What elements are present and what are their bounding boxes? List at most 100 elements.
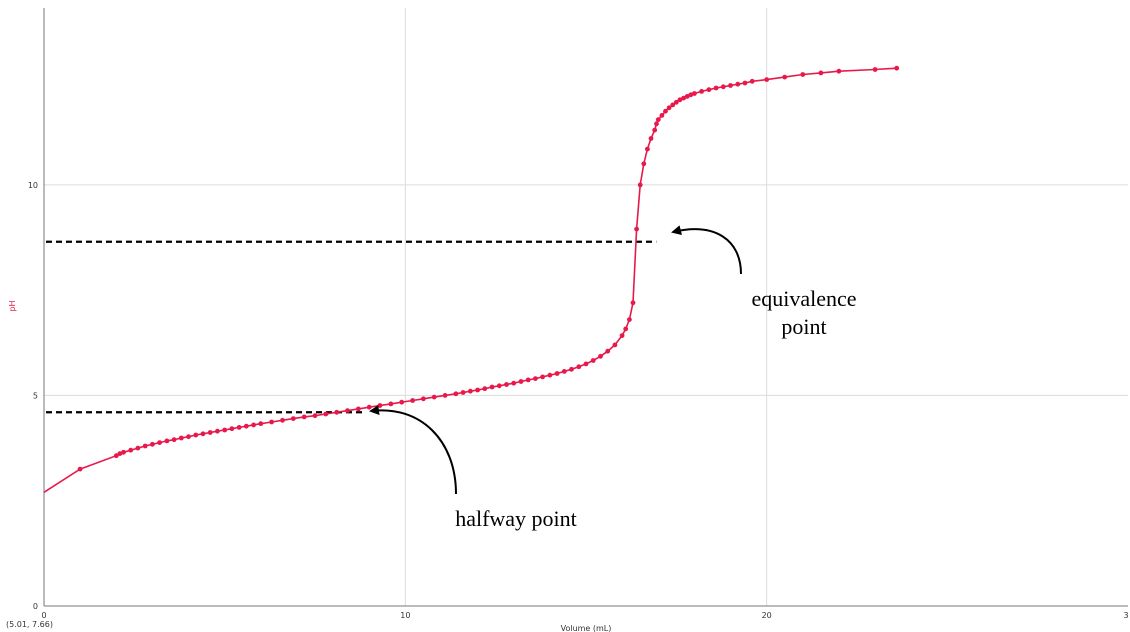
data-point [735, 81, 741, 87]
data-point [178, 435, 184, 441]
data-point [800, 72, 806, 77]
data-point [280, 417, 285, 423]
data-point [258, 421, 264, 427]
data-point [207, 430, 213, 435]
data-point [222, 427, 228, 433]
data-point [576, 364, 582, 370]
halfway-arrow [369, 405, 457, 495]
data-point [236, 425, 242, 430]
data-point [623, 326, 629, 332]
data-point [121, 449, 126, 455]
data-point [504, 382, 509, 387]
data-point [150, 441, 155, 447]
data-point [229, 426, 235, 432]
titration-curve-line [43, 67, 897, 493]
data-point [749, 78, 755, 84]
data-point [561, 369, 567, 374]
data-point [728, 83, 733, 88]
data-point [663, 108, 668, 114]
data-point [489, 384, 495, 390]
data-point [764, 77, 770, 82]
data-point [681, 95, 686, 101]
data-point [356, 406, 361, 412]
data-point [323, 411, 329, 417]
data-point [171, 437, 177, 443]
data-point [460, 390, 466, 395]
data-point [243, 423, 249, 429]
data-point [135, 445, 141, 451]
data-point [410, 398, 415, 403]
data-point [598, 353, 603, 359]
x-tick-label-0: 0 [41, 611, 46, 620]
data-point [453, 391, 459, 397]
data-point [164, 438, 170, 444]
data-point [652, 127, 658, 133]
data-point [569, 366, 574, 372]
data-point [706, 87, 712, 93]
data-point [590, 358, 596, 363]
reference-lines [46, 240, 657, 414]
data-point [518, 379, 524, 384]
data-point [648, 136, 654, 141]
data-point [645, 146, 650, 152]
x-tick-labels: 0 10 20 3 [41, 611, 1128, 620]
data-point [496, 383, 502, 389]
data-point [533, 376, 538, 381]
data-point [475, 387, 480, 393]
data-point [713, 85, 719, 91]
data-point [670, 102, 676, 108]
data-point [334, 409, 340, 415]
equivalence-label-line1: equivalence [751, 286, 856, 311]
data-point [290, 416, 296, 421]
data-point [554, 371, 560, 376]
data-point [699, 89, 704, 94]
data-point [688, 92, 694, 98]
data-point [117, 451, 123, 456]
data-point [836, 68, 842, 74]
data-point [442, 393, 448, 398]
data-point [301, 414, 307, 420]
data-point [742, 80, 748, 86]
data-points [77, 65, 900, 472]
data-point [431, 394, 437, 400]
y-tick-labels: 0 5 10 [28, 181, 38, 611]
data-point [113, 453, 119, 459]
data-point [673, 99, 679, 105]
data-point [666, 105, 672, 111]
data-point [634, 226, 639, 232]
data-point [269, 419, 274, 425]
data-point [366, 404, 372, 410]
data-point [511, 380, 517, 386]
data-point [399, 399, 405, 405]
data-point [677, 97, 683, 103]
data-point [605, 348, 611, 354]
data-point [421, 396, 426, 402]
cursor-coordinate-readout: (5.01, 7.66) [6, 620, 53, 629]
data-point [468, 388, 473, 394]
data-point [142, 443, 148, 449]
x-tick-label-20: 20 [762, 611, 772, 620]
data-point [612, 342, 618, 348]
data-point [692, 91, 697, 96]
data-point [377, 403, 383, 408]
data-point [659, 113, 665, 118]
data-point [655, 117, 661, 122]
data-point [482, 386, 488, 392]
x-axis-title: Volume (mL) [561, 624, 612, 632]
data-point [388, 401, 394, 407]
data-point [654, 121, 659, 127]
data-point [525, 377, 531, 383]
data-point [818, 70, 824, 76]
grid-lines [44, 8, 1128, 606]
data-point [619, 333, 625, 338]
data-point [128, 447, 134, 453]
y-tick-label-0: 0 [33, 602, 38, 611]
equivalence-arrow [671, 225, 742, 275]
y-tick-label-5: 5 [33, 391, 38, 400]
data-point [215, 428, 220, 434]
y-tick-label-10: 10 [28, 181, 38, 190]
data-point [872, 67, 878, 72]
equivalence-label-line2: point [781, 314, 826, 339]
data-point [637, 182, 643, 188]
